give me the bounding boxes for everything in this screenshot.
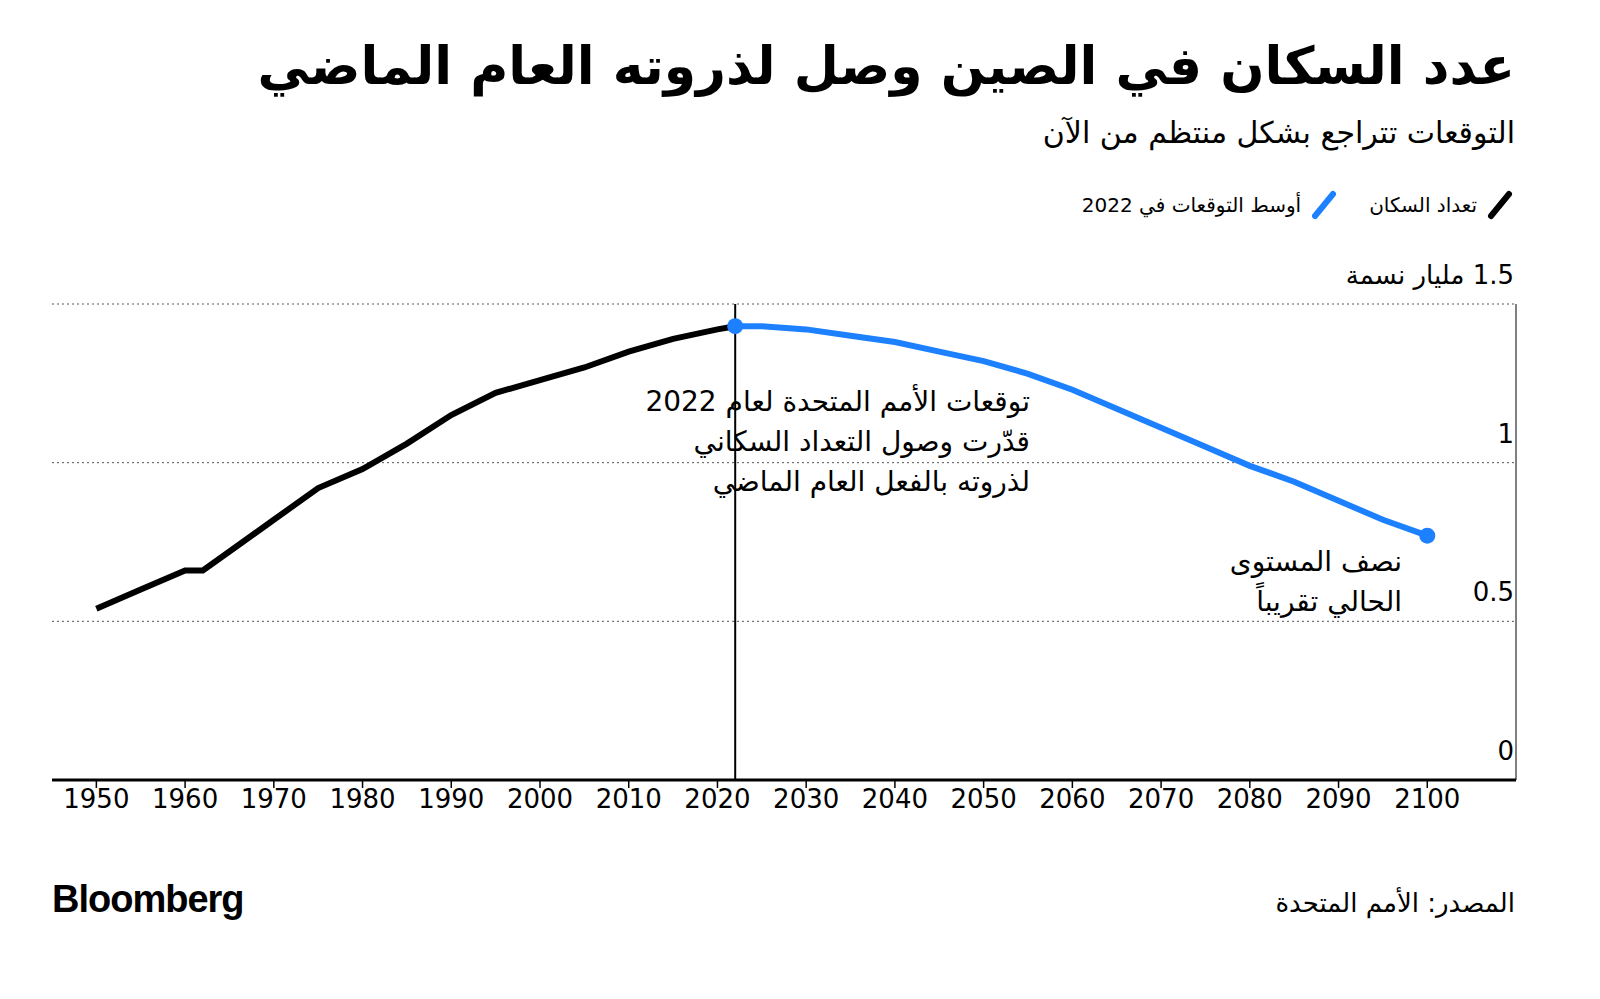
html-text:عدد السكان في الصين وصل لذروته: عدد السكان في الصين وصل لذروته العام الم…	[257, 36, 1515, 96]
svg-text:2030: 2030	[773, 784, 839, 814]
svg-text:2060: 2060	[1039, 784, 1105, 814]
html-text:تعداد السكان: تعداد السكان	[1369, 193, 1477, 217]
svg-text:1: 1	[1497, 419, 1514, 449]
svg-text:2000: 2000	[507, 784, 573, 814]
svg-text:2090: 2090	[1305, 784, 1371, 814]
svg-text:1980: 1980	[329, 784, 395, 814]
svg-text:1990: 1990	[418, 784, 484, 814]
svg-text:2040: 2040	[862, 784, 928, 814]
svg-text:2070: 2070	[1128, 784, 1194, 814]
html-text:توقعات الأمم المتحدة لعام 2022: توقعات الأمم المتحدة لعام 2022	[645, 385, 1030, 418]
svg-text:2100: 2100	[1394, 784, 1460, 814]
html-text:المصدر: الأمم المتحدة: المصدر: الأمم المتحدة	[1275, 888, 1515, 918]
svg-text:1.5 مليار نسمة: 1.5 مليار نسمة	[1346, 260, 1514, 290]
svg-text:1970: 1970	[241, 784, 307, 814]
html-text:الحالي تقريباً: الحالي تقريباً	[1256, 585, 1402, 618]
svg-text:1950: 1950	[63, 784, 129, 814]
svg-text:2010: 2010	[596, 784, 662, 814]
svg-text:2020: 2020	[684, 784, 750, 814]
svg-text:0.5: 0.5	[1473, 577, 1514, 607]
html-text:لذروته بالفعل العام الماضي: لذروته بالفعل العام الماضي	[712, 465, 1030, 498]
html-text:قدّرت وصول التعداد السكاني: قدّرت وصول التعداد السكاني	[693, 425, 1030, 458]
html-text:التوقعات تتراجع بشكل منتظم من: التوقعات تتراجع بشكل منتظم من الآن	[1042, 115, 1515, 150]
html-text:نصف المستوى: نصف المستوى	[1229, 545, 1402, 578]
svg-text:0: 0	[1497, 736, 1514, 766]
html-text:Bloomberg: Bloomberg	[52, 878, 244, 920]
svg-text:1960: 1960	[152, 784, 218, 814]
html-text:أوسط التوقعات في 2022: أوسط التوقعات في 2022	[1081, 193, 1302, 217]
svg-text:2080: 2080	[1217, 784, 1283, 814]
svg-text:2050: 2050	[951, 784, 1017, 814]
